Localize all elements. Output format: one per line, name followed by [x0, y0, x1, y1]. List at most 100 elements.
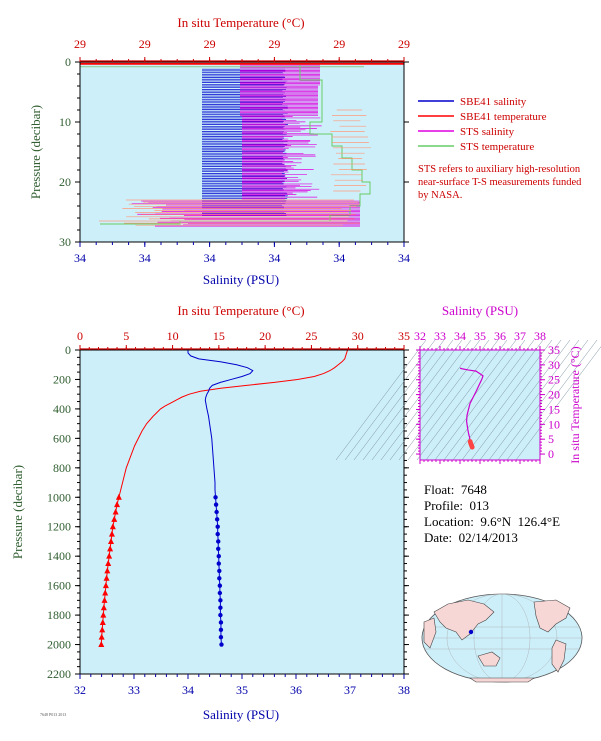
- top-y-tick-label: 10: [59, 115, 71, 129]
- ts-density-contour: [398, 339, 490, 461]
- float-info: Float: 7648 Profile: 013 Location: 9.6°N…: [424, 482, 560, 546]
- ts-sal-tick-label: 36: [494, 329, 506, 343]
- temperature-sample-marker: [99, 626, 106, 633]
- salinity-sample-marker: [214, 517, 220, 522]
- bottom-y-tick-label: 800: [53, 461, 71, 475]
- temperature-sample-marker: [107, 545, 114, 552]
- salinity-sample-marker: [218, 627, 224, 633]
- bottom-temp-tick-label: 35: [398, 329, 410, 343]
- temperature-sample-marker: [108, 537, 115, 544]
- top-temp-tick-label: 29: [398, 37, 410, 51]
- top-traces: [80, 62, 404, 227]
- ts-temp-tick-label: 15: [548, 402, 560, 416]
- bottom-y-tick-label: 600: [53, 431, 71, 445]
- salinity-sample-marker: [218, 634, 224, 640]
- ts-temp-tick-label: 35: [548, 343, 560, 357]
- top-sal-tick-label: 34: [398, 251, 410, 265]
- top-y-tick-label: 20: [59, 175, 71, 189]
- salinity-sample-marker: [216, 553, 221, 559]
- ts-density-contour: [353, 339, 445, 461]
- salinity-sample-marker: [217, 576, 222, 581]
- ts-density-contour: [452, 339, 544, 461]
- top-sal-tick-label: 34: [139, 251, 151, 265]
- temperature-sample-marker: [103, 574, 110, 581]
- bottom-plot-background: [80, 350, 404, 674]
- ts-density-contour: [425, 339, 517, 461]
- top-axes: 0 10 20 30 29 29 29 29 29 29 34 34 34 34 34 34: [59, 37, 410, 265]
- salinity-sample-marker: [219, 642, 224, 647]
- ts-temp-tick-label: 25: [548, 373, 560, 387]
- ts-sal-tick-label: 32: [414, 329, 426, 343]
- bottom-axes: 0200400600800100012001400160018002000220…: [47, 329, 410, 697]
- map-land-antarctica: [469, 677, 535, 683]
- top-temp-tick-label: 29: [204, 37, 216, 51]
- ts-panel-salinity-title: Salinity (PSU): [442, 303, 518, 318]
- ts-density-contour: [407, 339, 499, 461]
- ts-temp-tick-label: 20: [548, 388, 560, 402]
- top-temp-tick-label: 29: [268, 37, 280, 51]
- salinity-sample-marker: [214, 509, 219, 515]
- temperature-sample-marker: [104, 567, 111, 574]
- ts-sal-tick-label: 35: [474, 329, 486, 343]
- ts-density-contour: [470, 339, 562, 461]
- salinity-sample-marker: [218, 598, 223, 603]
- ts-density-contour: [371, 339, 463, 461]
- legend-label: SBE41 salinity: [460, 96, 527, 108]
- ts-density-contour: [497, 339, 589, 461]
- ts-density-contour: [362, 339, 454, 461]
- ts-density-contour: [461, 339, 553, 461]
- temperature-sample-marker: [108, 530, 115, 537]
- world-map: [421, 593, 583, 683]
- bottom-sal-tick-label: 34: [182, 683, 194, 697]
- temperature-sample-marker: [102, 589, 109, 596]
- salinity-sample-marker: [216, 561, 221, 566]
- salinity-sample-marker: [217, 590, 223, 596]
- bottom-panel-pressure-label: Pressure (decibar): [10, 465, 25, 559]
- temperature-sample-marker: [111, 515, 118, 522]
- top-temp-tick-label: 29: [139, 37, 151, 51]
- bottom-y-tick-label: 2200: [47, 667, 71, 681]
- temperature-sample-marker: [112, 508, 119, 515]
- temperature-sample-marker: [109, 523, 116, 530]
- top-panel: In situ Temperature (°C) 0 10 20 30 29 29 29 29…: [28, 15, 547, 287]
- bottom-sal-tick-label: 35: [236, 683, 248, 697]
- top-legend: SBE41 salinity SBE41 temperature STS salin…: [418, 96, 547, 153]
- bottom-panel-salinity-title: Salinity (PSU): [203, 707, 279, 722]
- float-location: Location: 9.6°N 126.4°E: [424, 514, 561, 529]
- legend-label: STS salinity: [460, 126, 515, 138]
- salinity-sample-marker: [217, 583, 223, 588]
- bottom-temp-tick-label: 25: [305, 329, 317, 343]
- bottom-y-tick-label: 200: [53, 372, 71, 386]
- temperature-sample-marker: [105, 560, 112, 567]
- ts-density-contour: [389, 339, 481, 461]
- top-panel-pressure-label: Pressure (decibar): [28, 105, 43, 199]
- bottom-sal-tick-label: 36: [290, 683, 302, 697]
- salinity-sample-marker: [213, 502, 219, 507]
- bottom-sal-tick-label: 37: [344, 683, 356, 697]
- temperature-sample-marker: [99, 618, 106, 625]
- ts-density-contour: [434, 339, 526, 461]
- legend-note: STS refers to auxiliary high-resolution …: [418, 164, 582, 201]
- bottom-sal-tick-label: 38: [398, 683, 410, 697]
- ts-density-contour: [488, 339, 580, 461]
- temperature-sample-marker: [98, 641, 105, 648]
- ts-temp-tick-label: 0: [548, 447, 554, 461]
- map-land-north-america: [533, 599, 571, 633]
- salinity-sample-marker: [215, 524, 220, 529]
- top-temp-tick-label: 29: [74, 37, 86, 51]
- bottom-temp-tick-label: 10: [167, 329, 179, 343]
- bottom-y-tick-label: 1800: [47, 608, 71, 622]
- top-temp-tick-label: 29: [333, 37, 345, 51]
- salinity-sample-marker: [216, 546, 221, 552]
- map-land: [423, 599, 571, 683]
- bottom-temp-tick-label: 20: [259, 329, 271, 343]
- bottom-y-tick-label: 1600: [47, 579, 71, 593]
- ts-temp-tick-label: 5: [548, 432, 554, 446]
- bottom-temp-tick-label: 30: [352, 329, 364, 343]
- footer-id-text: 7648 P013 2013: [40, 712, 66, 717]
- bottom-temp-tick-label: 0: [77, 329, 83, 343]
- ts-deep-sample: [469, 444, 475, 450]
- bottom-y-tick-label: 1400: [47, 549, 71, 563]
- ts-curve: [459, 367, 484, 442]
